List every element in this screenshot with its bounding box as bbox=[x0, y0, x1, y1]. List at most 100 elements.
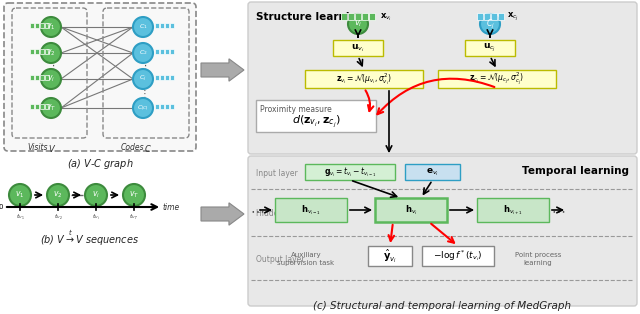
Bar bbox=[30, 23, 34, 28]
Circle shape bbox=[123, 184, 145, 206]
Text: $\mathbf{x}_{c_j}$: $\mathbf{x}_{c_j}$ bbox=[507, 11, 519, 23]
Text: $\vdots$: $\vdots$ bbox=[140, 86, 147, 100]
Bar bbox=[165, 23, 169, 28]
Bar bbox=[165, 49, 169, 54]
Text: 0: 0 bbox=[0, 204, 3, 210]
Bar bbox=[45, 23, 49, 28]
Text: $C_j$: $C_j$ bbox=[140, 74, 147, 84]
Text: $v_1$: $v_1$ bbox=[15, 190, 25, 200]
Text: (a) $V$-$C$ graph: (a) $V$-$C$ graph bbox=[67, 157, 133, 171]
Bar bbox=[491, 13, 497, 20]
Text: $\mathbf{g}_{v_i} = t_{v_i} - t_{v_{i-1}}$: $\mathbf{g}_{v_i} = t_{v_i} - t_{v_{i-1}… bbox=[324, 165, 376, 179]
Circle shape bbox=[133, 17, 153, 37]
Circle shape bbox=[133, 98, 153, 118]
Bar bbox=[405, 164, 460, 180]
Bar bbox=[35, 49, 39, 54]
Text: $v_i$: $v_i$ bbox=[47, 74, 55, 84]
Bar bbox=[155, 75, 159, 80]
Bar bbox=[305, 70, 423, 88]
Text: $v_T$: $v_T$ bbox=[46, 103, 56, 113]
Text: $d(\mathbf{z}_{v_i}, \mathbf{z}_{c_j})$: $d(\mathbf{z}_{v_i}, \mathbf{z}_{c_j})$ bbox=[292, 114, 340, 130]
Circle shape bbox=[480, 14, 500, 34]
Bar bbox=[160, 104, 164, 109]
Text: $v_i$: $v_i$ bbox=[92, 190, 100, 200]
Circle shape bbox=[47, 184, 69, 206]
Bar bbox=[465, 40, 515, 56]
Text: $v_2$: $v_2$ bbox=[46, 48, 56, 58]
Bar bbox=[477, 13, 483, 20]
Bar bbox=[333, 40, 383, 56]
Bar bbox=[45, 75, 49, 80]
Bar bbox=[305, 164, 395, 180]
Text: Codes: Codes bbox=[120, 143, 144, 152]
Bar bbox=[375, 198, 447, 222]
Bar bbox=[165, 104, 169, 109]
Bar bbox=[341, 13, 347, 20]
Bar bbox=[369, 13, 375, 20]
Circle shape bbox=[133, 69, 153, 89]
Bar bbox=[368, 246, 412, 266]
Text: $C_{|C|}$: $C_{|C|}$ bbox=[137, 104, 149, 112]
Bar bbox=[45, 104, 49, 109]
Text: $C_j$: $C_j$ bbox=[486, 18, 495, 30]
Text: $\mathbf{z}_{v_i} = \mathcal{N}(\mu_{v_i}, \sigma^2_{v_i})$: $\mathbf{z}_{v_i} = \mathcal{N}(\mu_{v_i… bbox=[336, 71, 392, 87]
Text: $C_2$: $C_2$ bbox=[139, 49, 147, 57]
Text: $\mathbf{x}_{v_i}$: $\mathbf{x}_{v_i}$ bbox=[380, 11, 392, 23]
Bar bbox=[275, 198, 347, 222]
Text: $\mathbf{u}_{c_j}$: $\mathbf{u}_{c_j}$ bbox=[483, 42, 497, 54]
Text: $\cdots$: $\cdots$ bbox=[250, 203, 264, 217]
Circle shape bbox=[41, 43, 61, 63]
Circle shape bbox=[41, 98, 61, 118]
FancyArrow shape bbox=[201, 59, 244, 81]
Bar bbox=[256, 100, 376, 132]
Text: $C_1$: $C_1$ bbox=[139, 23, 147, 31]
Bar bbox=[155, 49, 159, 54]
Bar bbox=[484, 13, 490, 20]
Circle shape bbox=[41, 69, 61, 89]
Text: $C$: $C$ bbox=[144, 143, 152, 154]
Bar bbox=[355, 13, 361, 20]
Bar bbox=[170, 49, 174, 54]
Text: (b) $V \overset{t}{\to} V$ sequences: (b) $V \overset{t}{\to} V$ sequences bbox=[40, 229, 140, 248]
Bar bbox=[40, 23, 44, 28]
Bar bbox=[422, 246, 494, 266]
Text: $\vdots$: $\vdots$ bbox=[139, 58, 147, 72]
FancyBboxPatch shape bbox=[4, 3, 196, 151]
Bar bbox=[170, 75, 174, 80]
Text: $\mathbf{h}_{v_{i-1}}$: $\mathbf{h}_{v_{i-1}}$ bbox=[301, 203, 321, 217]
Bar bbox=[498, 13, 504, 20]
Bar bbox=[160, 23, 164, 28]
Text: Temporal learning: Temporal learning bbox=[522, 166, 629, 176]
Text: $t_{v_T}$: $t_{v_T}$ bbox=[129, 212, 138, 222]
Bar bbox=[40, 104, 44, 109]
Bar bbox=[30, 75, 34, 80]
Bar bbox=[160, 49, 164, 54]
Text: $\mathbf{u}_{v_i}$: $\mathbf{u}_{v_i}$ bbox=[351, 42, 365, 54]
Circle shape bbox=[348, 14, 368, 34]
Bar bbox=[170, 104, 174, 109]
Text: $-\log f^*(t_{v_i})$: $-\log f^*(t_{v_i})$ bbox=[433, 248, 483, 263]
Text: (c) Structural and temporal learning of MedGraph: (c) Structural and temporal learning of … bbox=[313, 301, 571, 311]
Text: Hidden layer: Hidden layer bbox=[256, 208, 305, 218]
Bar bbox=[155, 104, 159, 109]
Bar bbox=[348, 13, 354, 20]
Text: time: time bbox=[163, 203, 180, 212]
FancyArrow shape bbox=[201, 203, 244, 225]
Bar bbox=[165, 75, 169, 80]
Circle shape bbox=[133, 43, 153, 63]
Circle shape bbox=[41, 17, 61, 37]
Text: Auxiliary
supervision task: Auxiliary supervision task bbox=[277, 252, 335, 266]
Text: $\cdots$: $\cdots$ bbox=[551, 203, 565, 217]
Text: $t_{v_2}$: $t_{v_2}$ bbox=[54, 212, 62, 222]
FancyBboxPatch shape bbox=[248, 156, 637, 306]
Text: Visits: Visits bbox=[28, 143, 48, 152]
Circle shape bbox=[9, 184, 31, 206]
Bar bbox=[30, 104, 34, 109]
Text: $\mathbf{h}_{v_i}$: $\mathbf{h}_{v_i}$ bbox=[404, 203, 417, 217]
Bar bbox=[35, 23, 39, 28]
Text: $v_T$: $v_T$ bbox=[129, 190, 139, 200]
Circle shape bbox=[85, 184, 107, 206]
Bar bbox=[477, 198, 549, 222]
Text: $t_{v_i}$: $t_{v_i}$ bbox=[92, 212, 100, 222]
Bar bbox=[155, 23, 159, 28]
